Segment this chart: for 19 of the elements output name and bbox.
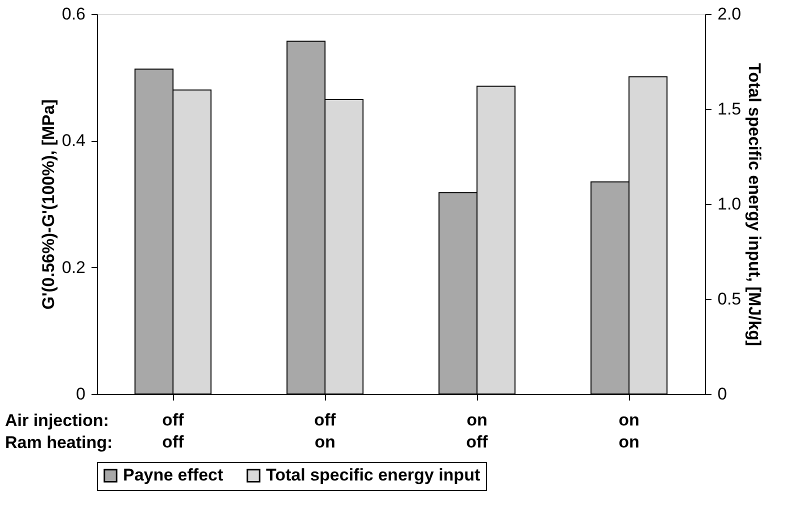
- y-tick-label: 0: [76, 384, 86, 404]
- y2-tick-label: 1.0: [718, 194, 742, 214]
- text: Air injection:: [5, 411, 109, 430]
- y2-tick-label: 1.5: [718, 100, 742, 118]
- legend-label: Payne effect: [123, 466, 224, 485]
- y2-tick-label: 2.0: [718, 4, 742, 24]
- x-tick-label: off off: [162, 410, 184, 452]
- text: Ram heating:: [5, 433, 113, 452]
- x-tick-label: on on: [618, 410, 640, 452]
- y-tick-label: 0.4: [62, 131, 86, 150]
- legend-label: Total specific energy input: [266, 466, 480, 485]
- y2-axis-title: Total specific energy input, [MJ/kg]: [745, 62, 764, 346]
- y-tick-label: 0.2: [62, 258, 86, 277]
- y2-tick-label: 0: [718, 384, 727, 404]
- y-axis-title: G'(0.56%)-G'(100%), [MPa]: [38, 99, 58, 310]
- y2-tick-label: 0.5: [718, 290, 742, 308]
- x-tick-label: on off: [466, 410, 488, 452]
- y-tick-label: 0.6: [62, 4, 86, 24]
- x-tick-label: off on: [314, 410, 336, 452]
